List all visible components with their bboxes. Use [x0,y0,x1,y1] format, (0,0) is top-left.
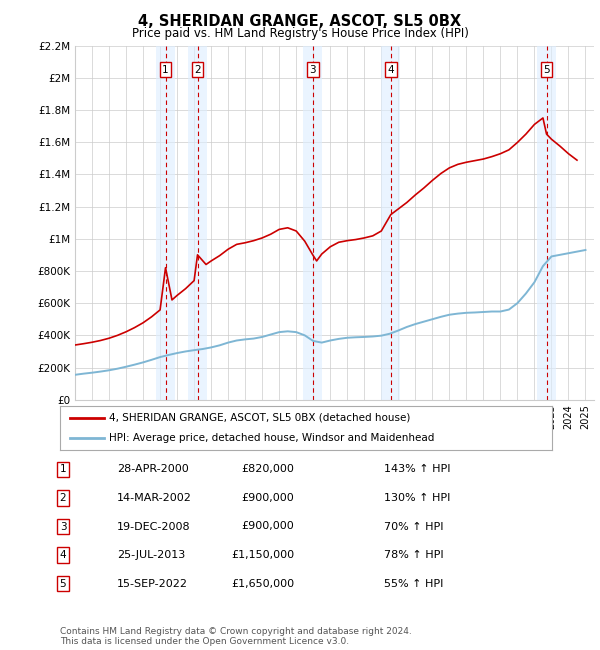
Text: 3: 3 [59,521,67,532]
Bar [537,46,556,400]
Text: 25-JUL-2013: 25-JUL-2013 [117,550,185,560]
Text: 4: 4 [388,64,394,75]
Text: £820,000: £820,000 [241,464,294,474]
Text: £1,650,000: £1,650,000 [231,578,294,589]
Text: £1,150,000: £1,150,000 [231,550,294,560]
Text: This data is licensed under the Open Government Licence v3.0.: This data is licensed under the Open Gov… [60,637,349,646]
Text: 70% ↑ HPI: 70% ↑ HPI [384,521,443,532]
Bar [382,46,400,400]
Text: HPI: Average price, detached house, Windsor and Maidenhead: HPI: Average price, detached house, Wind… [109,433,434,443]
Text: 5: 5 [59,578,67,589]
Text: 130% ↑ HPI: 130% ↑ HPI [384,493,451,503]
Text: Contains HM Land Registry data © Crown copyright and database right 2024.: Contains HM Land Registry data © Crown c… [60,627,412,636]
Text: 19-DEC-2008: 19-DEC-2008 [117,521,191,532]
Text: 55% ↑ HPI: 55% ↑ HPI [384,578,443,589]
Text: 14-MAR-2002: 14-MAR-2002 [117,493,192,503]
Text: £900,000: £900,000 [241,493,294,503]
Bar [156,46,175,400]
Text: 4, SHERIDAN GRANGE, ASCOT, SL5 0BX (detached house): 4, SHERIDAN GRANGE, ASCOT, SL5 0BX (deta… [109,413,410,422]
Text: 15-SEP-2022: 15-SEP-2022 [117,578,188,589]
Text: 4: 4 [59,550,67,560]
Text: 3: 3 [310,64,316,75]
Text: 28-APR-2000: 28-APR-2000 [117,464,189,474]
Text: 4, SHERIDAN GRANGE, ASCOT, SL5 0BX: 4, SHERIDAN GRANGE, ASCOT, SL5 0BX [139,14,461,29]
Text: 2: 2 [194,64,201,75]
Text: 78% ↑ HPI: 78% ↑ HPI [384,550,443,560]
Bar [304,46,322,400]
Text: 5: 5 [543,64,550,75]
Text: 2: 2 [59,493,67,503]
Text: 1: 1 [162,64,169,75]
Bar [188,46,207,400]
Text: 143% ↑ HPI: 143% ↑ HPI [384,464,451,474]
Text: Price paid vs. HM Land Registry's House Price Index (HPI): Price paid vs. HM Land Registry's House … [131,27,469,40]
Text: £900,000: £900,000 [241,521,294,532]
Text: 1: 1 [59,464,67,474]
